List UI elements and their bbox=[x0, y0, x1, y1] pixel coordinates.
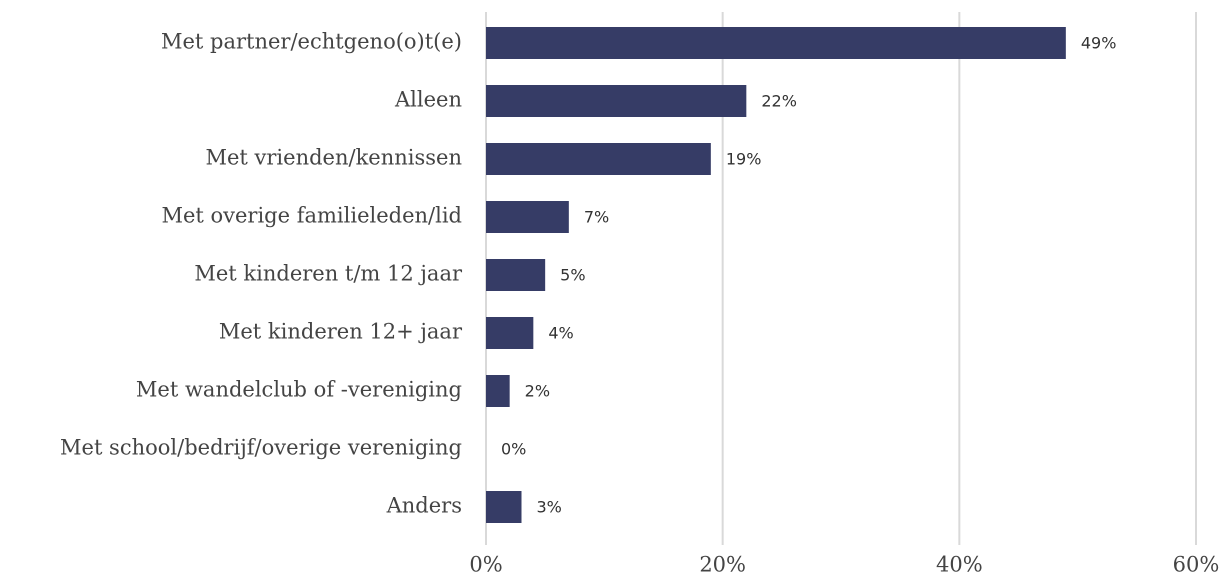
x-tick-label: 20% bbox=[699, 553, 746, 577]
category-label: Met partner/echtgeno(o)t(e) bbox=[161, 30, 462, 54]
category-label: Met kinderen t/m 12 jaar bbox=[194, 262, 463, 286]
bar bbox=[486, 27, 1066, 59]
category-label: Met vrienden/kennissen bbox=[205, 146, 462, 170]
category-label: Met overige familieleden/lid bbox=[161, 204, 462, 228]
x-tick-label: 60% bbox=[1173, 553, 1220, 577]
value-label: 22% bbox=[761, 92, 797, 111]
category-label: Met wandelclub of -vereniging bbox=[136, 378, 462, 402]
value-label: 2% bbox=[525, 382, 550, 401]
bar bbox=[486, 259, 546, 291]
bar bbox=[486, 201, 569, 233]
bar bbox=[486, 375, 510, 407]
value-label: 3% bbox=[537, 498, 562, 517]
category-label: Anders bbox=[386, 494, 462, 518]
category-label: Alleen bbox=[394, 88, 462, 112]
x-tick-label: 0% bbox=[469, 553, 502, 577]
value-label: 49% bbox=[1081, 34, 1117, 53]
bar bbox=[486, 143, 711, 175]
category-label: Met kinderen 12+ jaar bbox=[219, 320, 463, 344]
category-label: Met school/bedrijf/overige vereniging bbox=[60, 436, 462, 460]
bar bbox=[486, 491, 522, 523]
value-label: 7% bbox=[584, 208, 609, 227]
value-label: 0% bbox=[501, 440, 526, 459]
x-tick-label: 40% bbox=[936, 553, 983, 577]
bar bbox=[486, 317, 534, 349]
bar bbox=[486, 85, 747, 117]
value-label: 4% bbox=[548, 324, 573, 343]
value-label: 19% bbox=[726, 150, 762, 169]
value-label: 5% bbox=[560, 266, 585, 285]
